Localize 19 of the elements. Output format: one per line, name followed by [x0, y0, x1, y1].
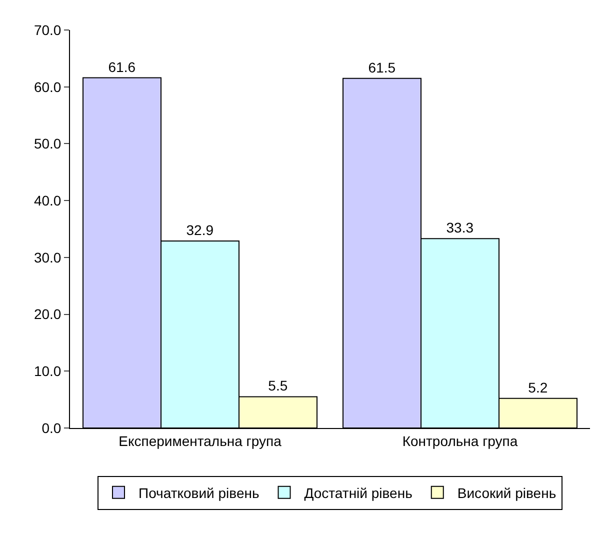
legend-label: Високий рівень: [457, 484, 556, 501]
y-tick-label: 60.0: [34, 78, 62, 95]
x-tick-label: Експериментальна група: [118, 432, 282, 449]
data-label: 33.3: [446, 220, 474, 236]
y-tick-label: 40.0: [34, 192, 62, 208]
data-label: 5.2: [528, 379, 548, 396]
y-tick-label: 50.0: [34, 136, 62, 152]
y-tick-label: 20.0: [34, 306, 62, 322]
data-label: 61.5: [368, 59, 396, 76]
data-label: 5.5: [268, 378, 288, 394]
legend-label: Початковий рівень: [138, 484, 260, 501]
y-tick-label: 30.0: [34, 249, 62, 266]
x-tick-label: Контрольна група: [402, 432, 518, 449]
y-tick-label: 0.0: [42, 420, 62, 436]
y-tick-label: 10.0: [34, 363, 62, 380]
data-label: 61.6: [108, 58, 136, 75]
legend-label: Достатній рівень: [304, 484, 412, 501]
y-tick-label: 70.0: [34, 22, 62, 38]
data-label: 32.9: [186, 222, 214, 238]
